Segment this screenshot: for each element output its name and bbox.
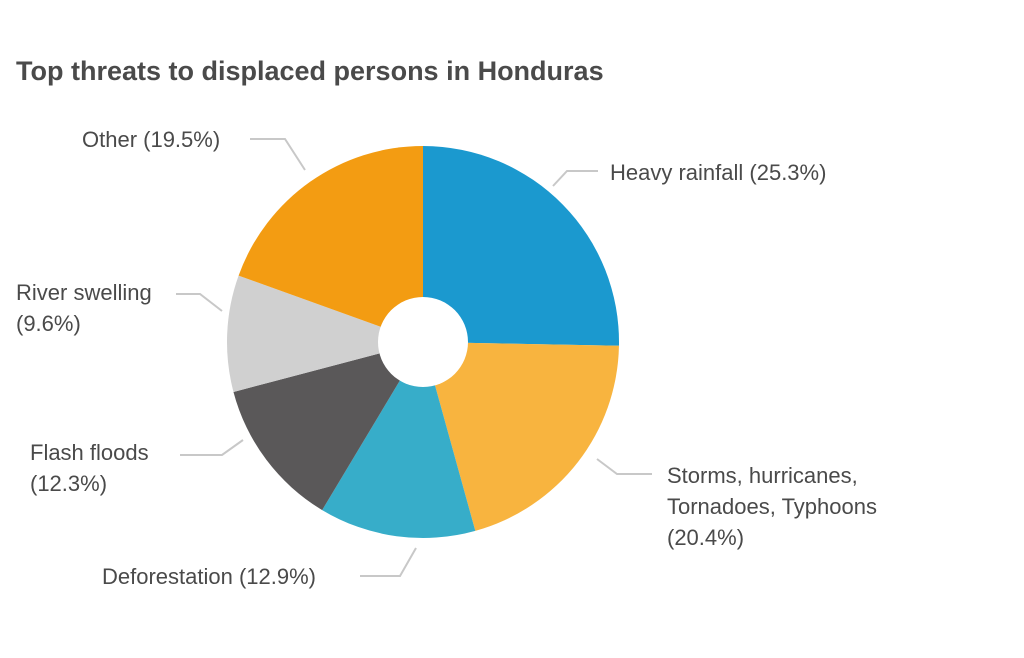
slice-label-line: (9.6%) — [16, 311, 81, 336]
slice-label-line: Storms, hurricanes, — [667, 463, 858, 488]
slice-label: River swelling (9.6%) — [16, 277, 152, 339]
slice-label-line: Heavy rainfall (25.3%) — [610, 160, 827, 185]
leader-line — [552, 170, 598, 187]
slice-label: Storms, hurricanes, Tornadoes, Typhoons (2… — [667, 460, 877, 553]
chart-title: Top threats to displaced persons in Hond… — [16, 56, 604, 86]
pie-slice-storms-hurricanes-tornadoes-typhoons — [423, 342, 619, 531]
pie-slice-heavy-rainfall — [423, 146, 620, 346]
slice-label-line: Other (19.5%) — [82, 127, 221, 152]
slice-label-line: Deforestation (12.9%) — [102, 564, 316, 589]
slice-label-line: (12.3%) — [30, 471, 108, 496]
slice-label-line: River swelling — [16, 280, 152, 305]
leader-line — [360, 547, 417, 577]
leader-line — [180, 439, 244, 456]
slice-label-line: Tornadoes, Typhoons — [667, 494, 877, 519]
leader-line — [596, 458, 652, 475]
pie-slice-flash-floods — [233, 342, 423, 511]
donut-hole — [378, 297, 468, 387]
leader-lines — [176, 138, 652, 577]
leader-line — [176, 293, 223, 312]
pie-slice-other — [238, 146, 423, 342]
slice-label-line: (20.4%) — [667, 525, 745, 550]
slice-label: Heavy rainfall (25.3%) — [610, 157, 826, 188]
slice-label: Other (19.5%) — [82, 124, 220, 155]
slice-label: Deforestation (12.9%) — [102, 561, 316, 592]
pie-slices — [227, 146, 620, 539]
slice-label-line: Flash floods — [30, 440, 149, 465]
leader-line — [250, 138, 306, 171]
slice-label: Flash floods (12.3%) — [30, 437, 149, 499]
pie-slice-river-swelling — [227, 275, 423, 392]
pie-slice-deforestation — [322, 342, 476, 539]
